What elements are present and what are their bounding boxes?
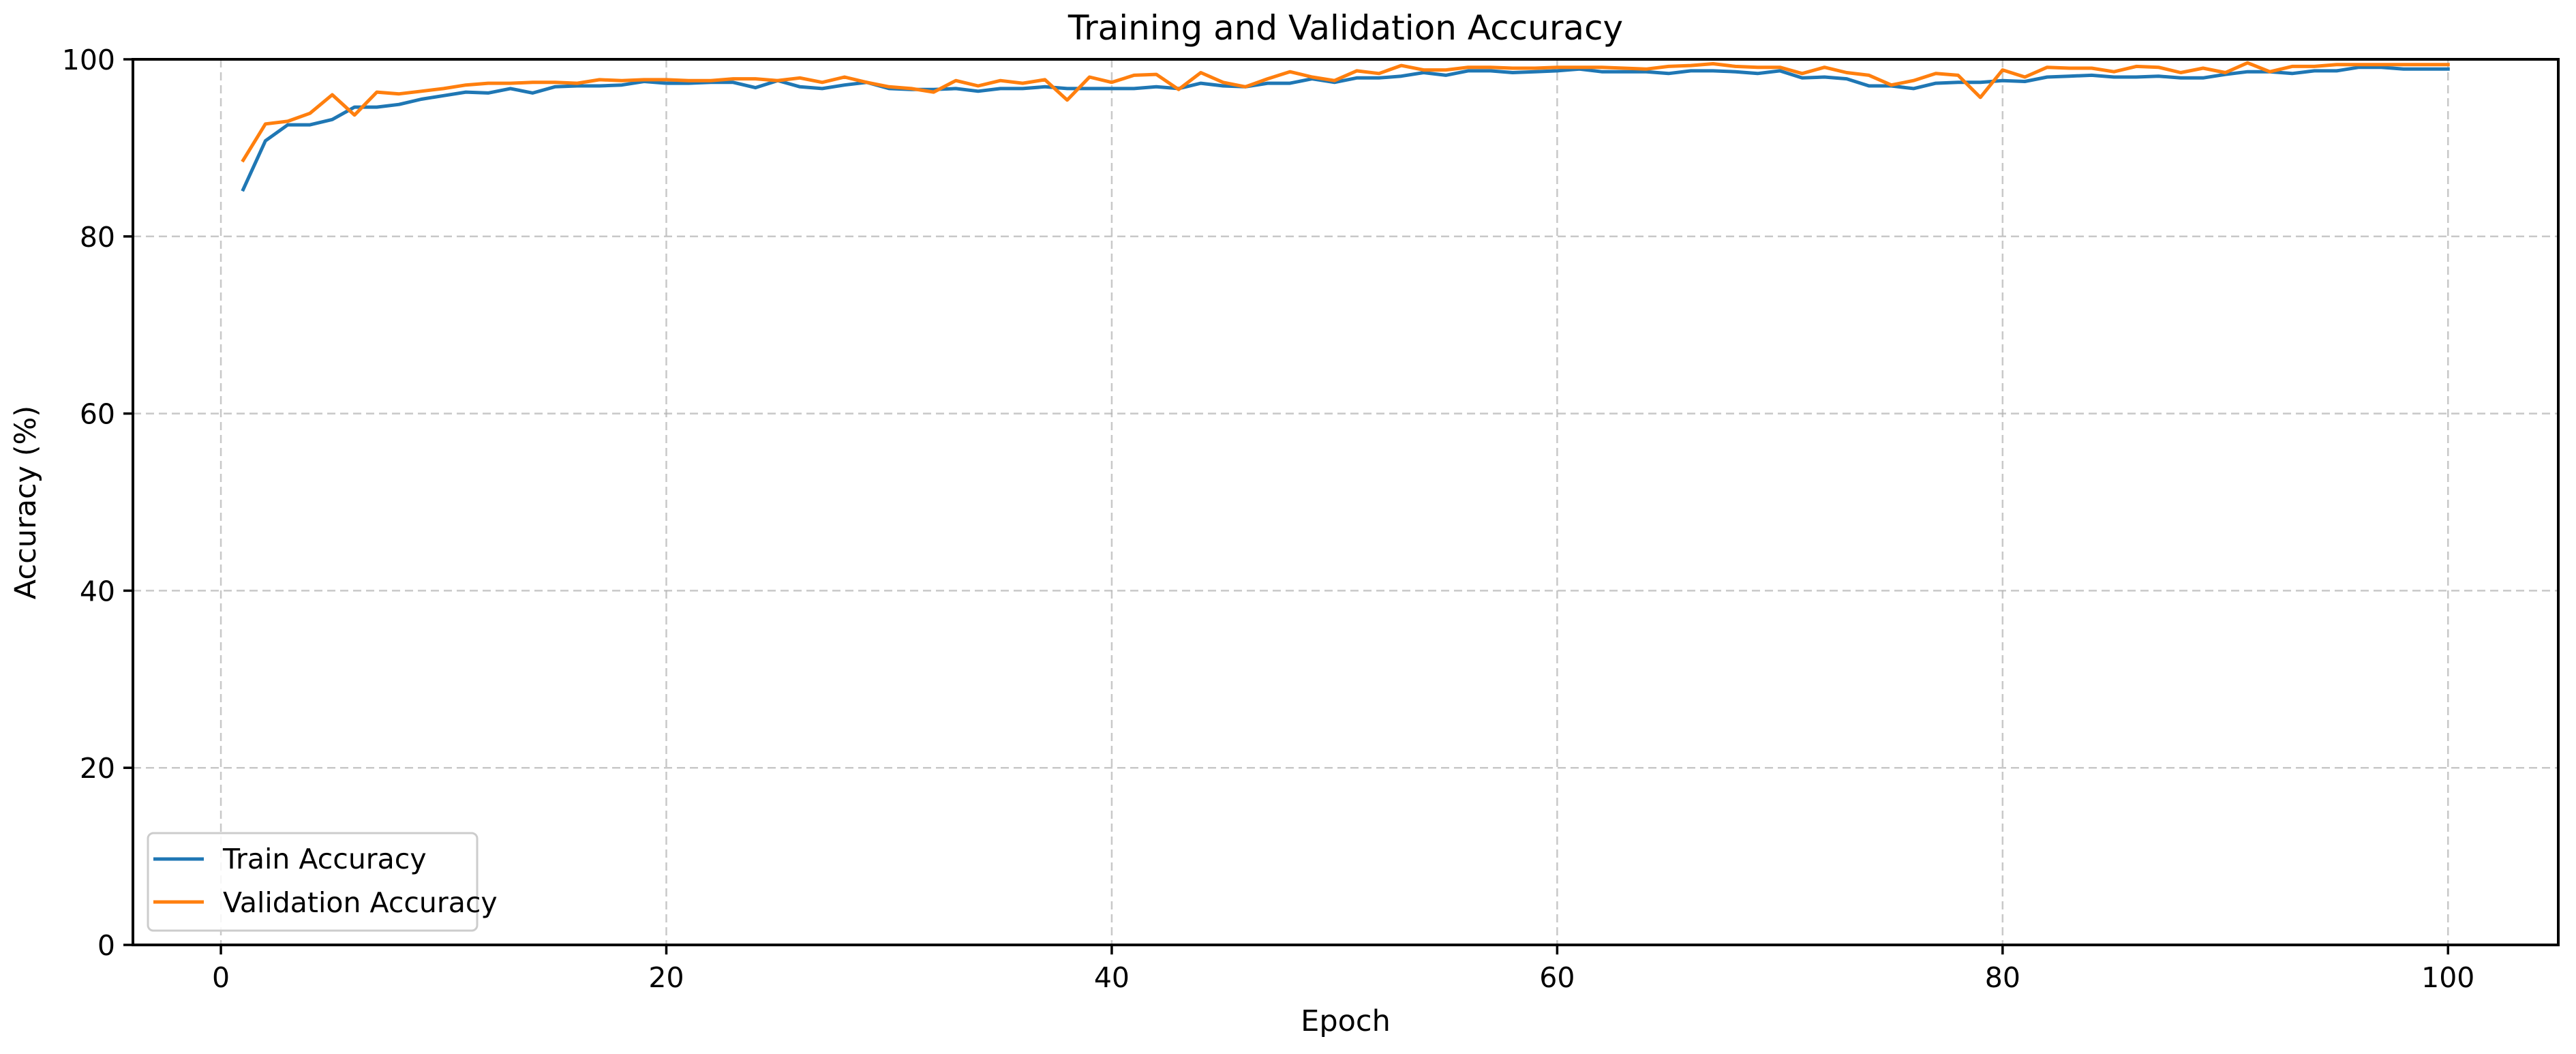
y-tick-label: 20 (80, 752, 115, 785)
y-tick-label: 100 (62, 44, 115, 76)
legend-label-train: Train Accuracy (222, 843, 427, 875)
y-tick-label: 60 (80, 398, 115, 431)
legend-label-validation: Validation Accuracy (223, 886, 498, 919)
x-axis-label: Epoch (1301, 1004, 1391, 1038)
x-tick-label: 0 (212, 961, 230, 994)
legend: Train Accuracy Validation Accuracy (147, 832, 498, 932)
data-series (241, 61, 2450, 192)
axis-ticks: 0 20 40 60 80 100 0 20 40 60 80 100 (62, 44, 2475, 994)
x-tick-label: 100 (2421, 961, 2474, 994)
chart-title: Training and Validation Accuracy (1067, 8, 1623, 48)
x-tick-label: 80 (1985, 961, 2020, 994)
y-tick-label: 0 (97, 929, 115, 962)
y-tick-label: 40 (80, 575, 115, 607)
train-accuracy-line (241, 65, 2450, 192)
y-axis-label: Accuracy (%) (9, 406, 43, 599)
x-tick-label: 40 (1094, 961, 1130, 994)
legend-box (147, 832, 479, 932)
axes-frame (132, 58, 2560, 946)
x-tick-label: 60 (1539, 961, 1575, 994)
x-tick-label: 20 (648, 961, 684, 994)
y-tick-label: 80 (80, 221, 115, 254)
validation-accuracy-line (241, 61, 2450, 163)
